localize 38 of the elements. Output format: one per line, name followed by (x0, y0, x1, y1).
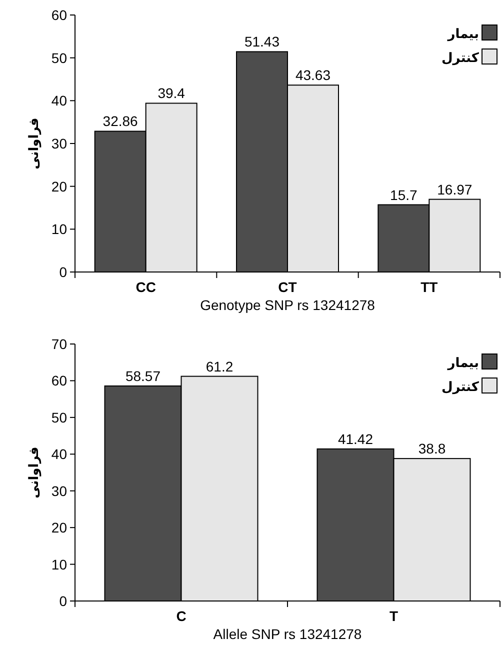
legend-label: بیمار (446, 27, 479, 42)
data-label: 43.63 (295, 67, 331, 84)
y-tick-label: 50 (51, 409, 68, 426)
x-tick-label: CT (278, 279, 298, 295)
y-tick-label: 0 (59, 593, 68, 609)
y-tick-label: 60 (51, 372, 68, 389)
data-label: 51.43 (244, 34, 280, 50)
x-axis-title: Allele SNP rs 13241278 (213, 626, 362, 642)
data-label: 58.57 (125, 368, 161, 384)
legend-label: کنترل (441, 51, 480, 66)
y-tick-label: 50 (51, 50, 68, 66)
legend-label: کنترل (441, 380, 480, 395)
x-tick-label: CC (136, 279, 156, 295)
data-label: 32.86 (102, 113, 138, 130)
y-tick-label: 30 (51, 482, 68, 499)
y-tick-label: 20 (51, 520, 68, 536)
x-tick-label: T (389, 608, 398, 624)
y-axis-title: فراوانی (27, 118, 42, 170)
x-tick-label: C (176, 608, 186, 624)
x-axis-title: Genotype SNP rs 13241278 (200, 297, 376, 313)
y-tick-label: 70 (51, 336, 68, 352)
x-tick-label: TT (420, 279, 438, 295)
data-label: 16.97 (437, 181, 472, 198)
y-axis-title: فراوانی (27, 446, 42, 498)
y-tick-label: 40 (51, 446, 68, 462)
legend-label: بیمار (446, 356, 479, 371)
y-tick-label: 40 (51, 92, 68, 109)
data-label: 61.2 (206, 358, 234, 374)
data-label: 39.4 (158, 85, 186, 102)
y-tick-label: 60 (51, 7, 68, 23)
y-tick-label: 10 (51, 556, 68, 572)
y-tick-label: 10 (51, 221, 68, 238)
y-tick-label: 20 (51, 178, 68, 194)
y-tick-label: 0 (59, 264, 68, 280)
data-label: 41.42 (338, 430, 374, 447)
y-tick-label: 30 (51, 136, 68, 152)
data-label: 15.7 (390, 186, 418, 203)
data-label: 38.8 (418, 440, 446, 457)
